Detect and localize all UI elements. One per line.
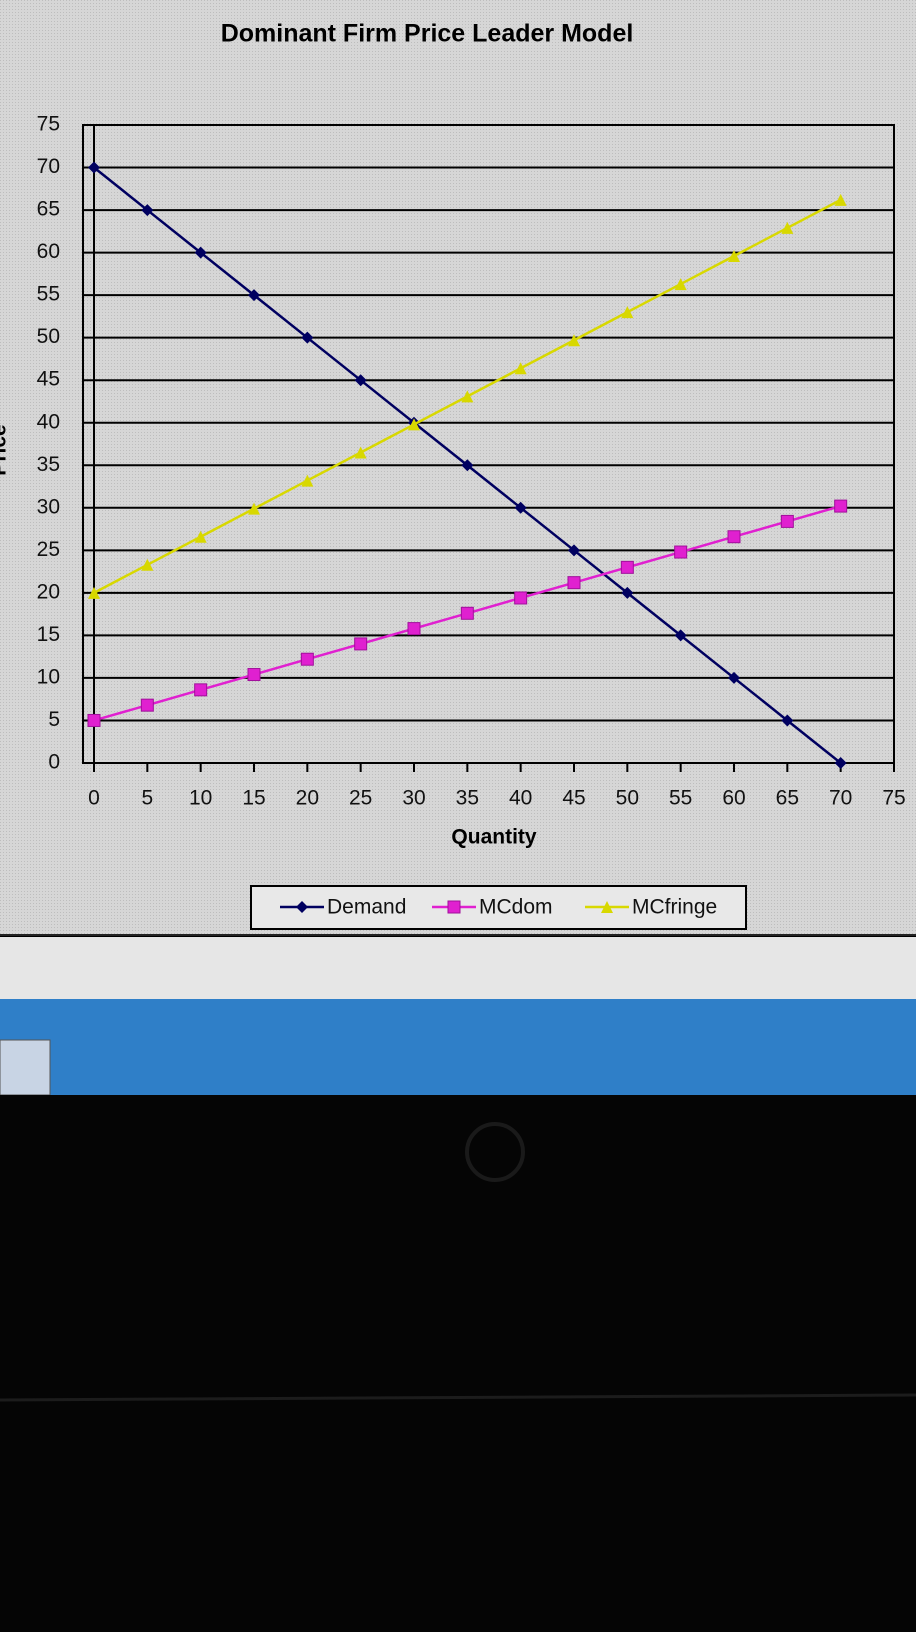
x-tick-label: 70 <box>829 787 852 810</box>
legend-label: Demand <box>327 896 406 919</box>
data-point <box>248 289 260 302</box>
data-point <box>194 246 207 259</box>
data-point <box>247 668 261 682</box>
y-tick-label: 75 <box>37 113 60 136</box>
x-tick-label: 40 <box>509 787 532 810</box>
y-tick-label: 15 <box>37 623 60 646</box>
data-point <box>354 374 367 387</box>
x-tick-label: 35 <box>456 787 479 810</box>
x-tick-label: 10 <box>189 787 212 810</box>
legend-label: MCdom <box>479 896 553 919</box>
data-point <box>141 558 154 571</box>
legend-marker <box>447 900 461 914</box>
data-point <box>460 606 474 620</box>
data-point <box>248 502 260 515</box>
data-point <box>568 334 580 347</box>
x-tick-label: 30 <box>402 787 425 810</box>
data-point <box>728 250 740 263</box>
data-point <box>568 544 580 557</box>
data-point <box>620 560 634 574</box>
data-point <box>728 671 740 684</box>
data-point <box>781 714 794 727</box>
data-point <box>461 390 474 403</box>
y-tick-label: 30 <box>37 495 60 518</box>
y-tick-label: 5 <box>48 708 60 731</box>
x-tick-label: 0 <box>88 787 100 810</box>
laptop-bezel <box>0 1095 916 1632</box>
data-point <box>354 637 368 651</box>
data-point <box>88 586 100 599</box>
data-point <box>567 576 581 590</box>
keyboard-edge <box>0 1393 916 1402</box>
x-tick-label: 55 <box>669 787 692 810</box>
x-tick-label: 50 <box>616 787 639 810</box>
x-tick-label: 75 <box>882 787 905 810</box>
data-point <box>301 331 314 344</box>
y-tick-label: 45 <box>37 368 60 391</box>
data-point <box>834 193 847 206</box>
data-point <box>621 586 634 599</box>
data-point <box>674 545 688 559</box>
y-tick-label: 55 <box>37 283 60 306</box>
data-point <box>408 418 420 431</box>
data-point <box>194 530 207 543</box>
legend-marker <box>296 901 308 913</box>
x-tick-label: 60 <box>722 787 745 810</box>
sheet-area <box>0 937 916 999</box>
legend-box <box>250 885 747 930</box>
y-tick-label: 10 <box>37 665 60 688</box>
taskbar <box>0 999 916 1095</box>
y-axis-label: Price <box>0 424 11 475</box>
data-point <box>88 161 100 174</box>
data-point <box>727 530 741 544</box>
x-tick-label: 5 <box>141 787 153 810</box>
taskbar-icon <box>0 1039 51 1096</box>
data-point <box>834 499 848 513</box>
data-point <box>407 622 421 636</box>
data-point <box>674 629 687 642</box>
data-point <box>514 501 527 514</box>
data-point <box>141 204 154 217</box>
data-point <box>140 698 154 712</box>
y-tick-label: 70 <box>37 155 60 178</box>
data-point <box>301 474 314 487</box>
data-point <box>781 221 794 234</box>
x-tick-label: 25 <box>349 787 372 810</box>
y-tick-label: 50 <box>37 325 60 348</box>
data-point <box>674 278 687 291</box>
x-tick-label: 45 <box>562 787 585 810</box>
x-tick-label: 20 <box>296 787 319 810</box>
data-point <box>834 757 847 769</box>
data-point <box>461 459 474 472</box>
y-tick-label: 60 <box>37 240 60 263</box>
data-point <box>354 446 367 459</box>
data-point <box>300 652 314 666</box>
y-tick-label: 25 <box>37 538 60 561</box>
y-tick-label: 35 <box>37 453 60 476</box>
x-axis-label: Quantity <box>451 826 536 849</box>
chart-title: Dominant Firm Price Leader Model <box>221 20 634 48</box>
data-point <box>780 514 794 528</box>
x-tick-label: 15 <box>242 787 265 810</box>
data-point <box>621 306 634 319</box>
x-tick-label: 65 <box>776 787 799 810</box>
y-tick-label: 20 <box>37 580 60 603</box>
y-tick-label: 0 <box>48 751 60 774</box>
plot-area <box>82 124 895 764</box>
data-point <box>514 362 527 375</box>
y-tick-label: 40 <box>37 410 60 433</box>
legend-marker <box>601 901 613 913</box>
data-point <box>194 683 208 697</box>
data-point <box>514 591 528 605</box>
logo <box>465 1122 525 1182</box>
y-tick-label: 65 <box>37 198 60 221</box>
data-point <box>87 713 101 727</box>
legend-label: MCfringe <box>632 896 717 919</box>
